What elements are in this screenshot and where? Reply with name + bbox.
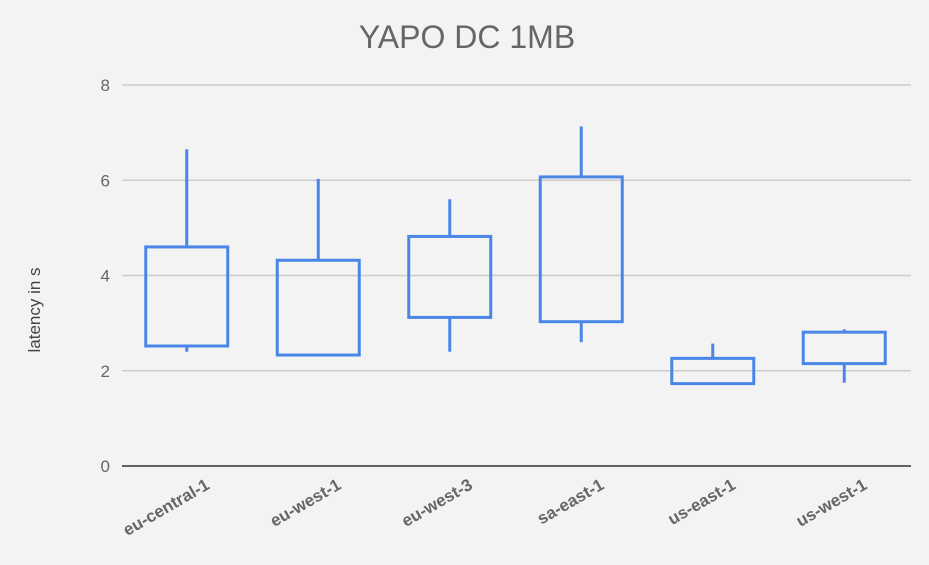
x-tick-label: eu-west-3 <box>398 475 475 531</box>
candle-body <box>538 175 624 324</box>
x-tick-label: eu-central-1 <box>120 475 213 540</box>
candle-eu-central-1 <box>144 149 230 352</box>
x-axis-ticks: eu-central-1 eu-west-1 eu-west-3 sa-east-1 u… <box>120 475 870 540</box>
x-tick-label: us-west-1 <box>793 475 870 531</box>
y-tick-label: 8 <box>101 76 110 95</box>
y-axis-ticks: 0 2 4 6 8 <box>101 76 110 476</box>
candle-body <box>144 245 230 348</box>
y-tick-label: 0 <box>101 457 110 476</box>
x-tick-label: sa-east-1 <box>534 475 607 528</box>
candle-body <box>670 356 756 386</box>
series-latency <box>144 126 887 386</box>
candle-sa-east-1 <box>538 126 624 343</box>
y-axis-label: latency in s <box>25 267 44 352</box>
candle-eu-west-3 <box>407 199 493 352</box>
candle-body <box>275 258 361 357</box>
gridlines <box>122 84 911 372</box>
candle-us-east-1 <box>670 343 756 386</box>
candle-us-west-1 <box>801 329 887 383</box>
candle-body <box>407 234 493 319</box>
x-tick-label: us-east-1 <box>665 475 739 529</box>
y-tick-label: 6 <box>101 171 110 190</box>
chart-title: YAPO DC 1MB <box>359 19 575 55</box>
y-tick-label: 4 <box>101 267 110 286</box>
candle-body <box>801 330 887 366</box>
x-tick-label: eu-west-1 <box>267 475 344 531</box>
y-tick-label: 2 <box>101 362 110 381</box>
candle-eu-west-1 <box>275 178 361 357</box>
